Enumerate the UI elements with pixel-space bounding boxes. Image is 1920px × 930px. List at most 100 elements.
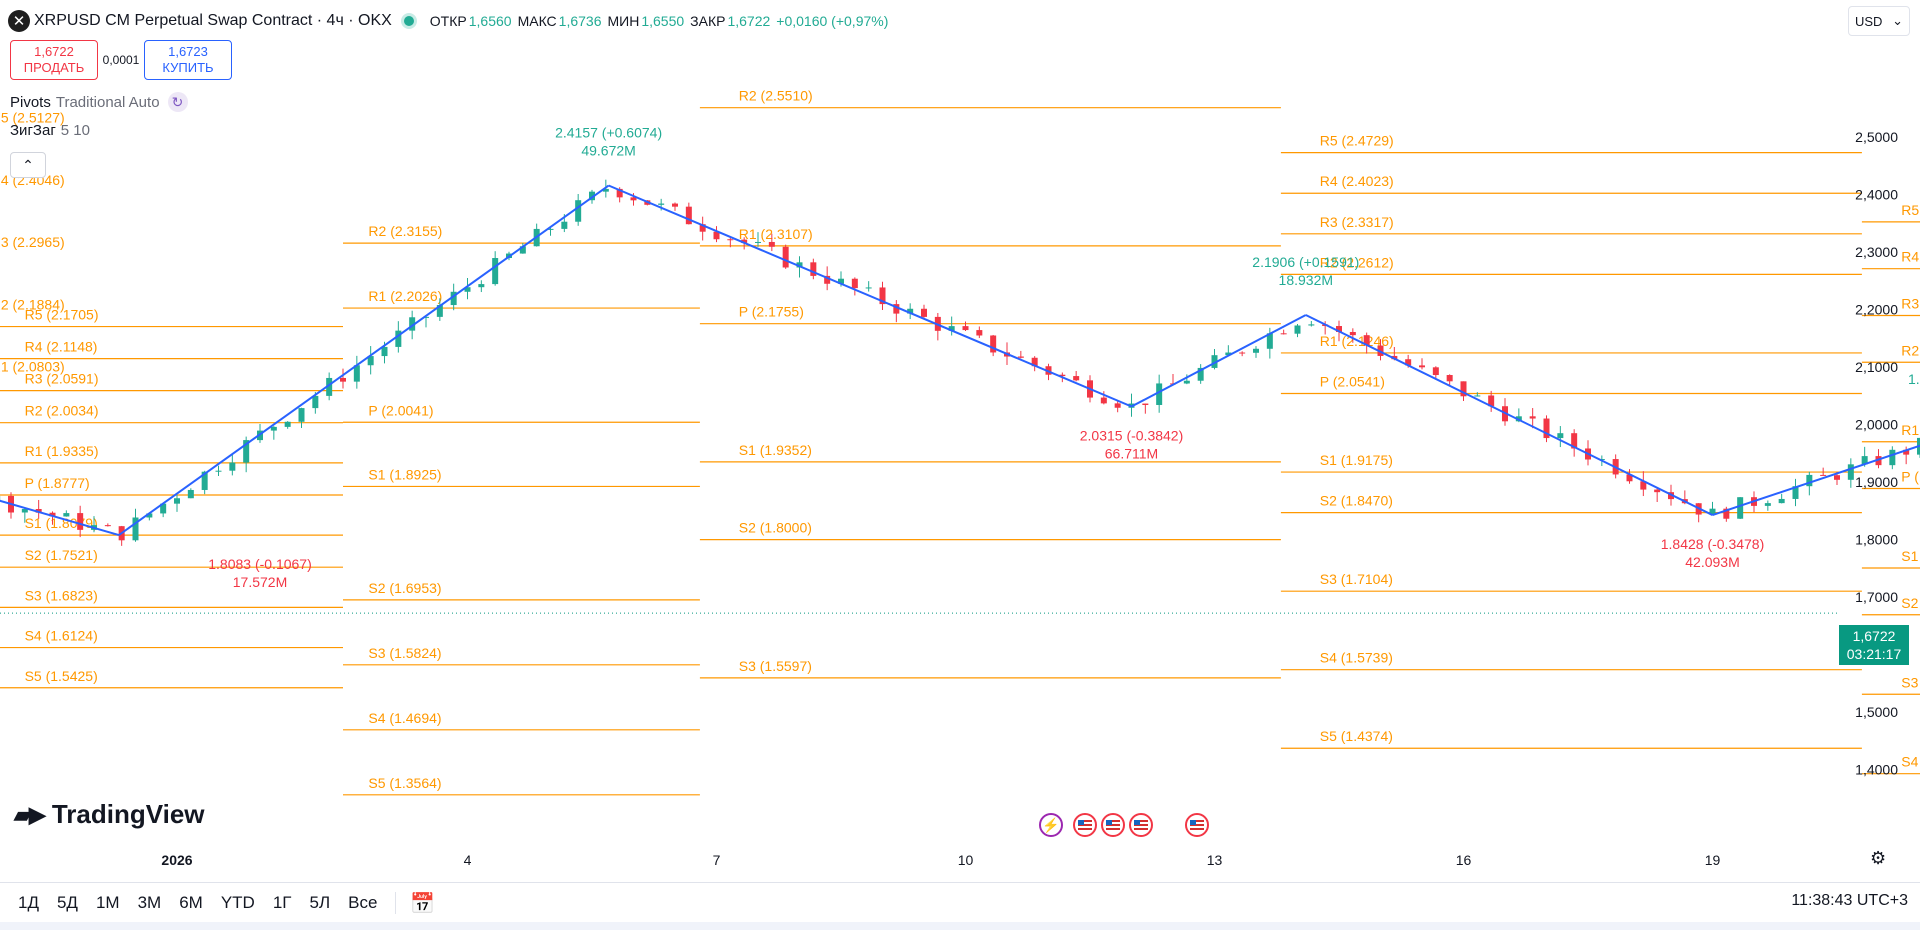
pivot-label: R5 (2.1705)	[25, 307, 99, 323]
pivot-label: R3 (2.0591)	[25, 371, 99, 387]
us-flag-event-icon[interactable]	[1185, 813, 1209, 837]
timeframe-ytd[interactable]: YTD	[220, 893, 255, 912]
pivot-label: R5 (2.4729)	[1320, 133, 1394, 149]
trade-panel: 1,6722 ПРОДАТЬ 0,0001 1,6723 КУПИТЬ	[10, 40, 232, 80]
timeframe-1d[interactable]: 1Д	[18, 893, 39, 912]
timeframe-5d[interactable]: 5Д	[56, 893, 78, 912]
pivot-label: P (2.0541)	[1320, 374, 1385, 390]
pivot-label: R5 (2.5127)	[0, 110, 65, 126]
timeframe-5y[interactable]: 5Л	[309, 893, 331, 912]
pivot-label: R2 (2.1084)	[1901, 342, 1920, 358]
gear-icon[interactable]: ⚙	[1870, 848, 1887, 868]
timeframe-1m[interactable]: 1М	[95, 893, 120, 912]
candle-body	[1903, 449, 1910, 455]
pivot-label: P (1.8889)	[1901, 469, 1920, 485]
candle-body	[658, 203, 665, 205]
candle-body	[824, 275, 831, 284]
spread-value: 0,0001	[102, 53, 140, 67]
candle-body	[1792, 486, 1799, 499]
x-close-icon[interactable]: ✕	[8, 10, 30, 32]
y-tick-label: 2,2000	[1855, 302, 1898, 318]
pivot-label: S3 (1.6823)	[25, 587, 98, 603]
pivot-label: S2 (1.8470)	[1320, 493, 1393, 509]
zigzag-segment	[608, 184, 1132, 408]
candle-body	[1280, 333, 1287, 335]
indicator-zigzag[interactable]: ЗигЗаг 5 10	[10, 122, 90, 139]
tradingview-logo[interactable]: ▰▶ TradingView	[14, 799, 205, 830]
price-chart[interactable]: R5 (2.5127)R4 (2.4046)R3 (2.2965)R2 (2.1…	[0, 0, 1920, 880]
candle-body	[699, 224, 706, 232]
candle-body	[727, 239, 734, 241]
candle-body	[1114, 403, 1121, 408]
buy-button[interactable]: 1,6723 КУПИТЬ	[144, 40, 232, 80]
candle-body	[35, 508, 42, 513]
zigzag-segment	[0, 499, 120, 537]
zigzag-label-price: 1.8428 (-0.3478)	[1661, 536, 1765, 552]
y-tick-label: 1,5000	[1855, 704, 1898, 720]
candle-body	[1197, 367, 1204, 381]
indicator-pivots[interactable]: Pivots Traditional Auto ↻	[10, 92, 188, 112]
currency-select[interactable]: USD ⌄	[1848, 6, 1910, 36]
toolbar-divider	[395, 892, 397, 914]
zigzag-label-price: 1.8083 (-0.1067)	[208, 556, 312, 572]
timeframe-3m[interactable]: 3М	[137, 893, 162, 912]
candle-body	[1889, 449, 1896, 466]
open-value: 1,6560	[468, 13, 512, 29]
us-flag-event-icon[interactable]	[1101, 813, 1125, 837]
zigzag-label-price: 1.9875 (+0.1447)	[1908, 371, 1920, 387]
candle-body	[270, 426, 277, 431]
timeframe-1y[interactable]: 1Г	[272, 893, 292, 912]
tv-mark-icon: ▰▶	[14, 801, 46, 827]
pivot-label: R4 (2.4023)	[1320, 173, 1394, 189]
symbol-title[interactable]: XRPUSD CM Perpetual Swap Contract · 4ч ·…	[34, 12, 392, 29]
candle-body	[1640, 481, 1647, 490]
zigzag-label-volume: 66.711M	[1105, 446, 1158, 462]
pivot-label: R3 (2.1897)	[1901, 296, 1920, 312]
timeframe-all[interactable]: Все	[348, 893, 378, 912]
candle-body	[298, 408, 305, 422]
candle-body	[1861, 456, 1868, 465]
candle-body	[1654, 489, 1661, 493]
change-value: +0,0160 (+0,97%)	[776, 13, 889, 29]
sell-button[interactable]: 1,6722 ПРОДАТЬ	[10, 40, 98, 80]
pivot-label: R1 (2.2026)	[368, 288, 442, 304]
pivot-label: R3 (2.3317)	[1320, 214, 1394, 230]
pivot-label: R2 (2.3155)	[368, 223, 442, 239]
candle-body	[1709, 508, 1716, 515]
candle-body	[1557, 433, 1564, 439]
low-label: МИН	[607, 13, 640, 29]
pivot-label: R4 (2.1148)	[25, 339, 98, 355]
x-tick-label: 16	[1456, 852, 1472, 868]
axes: 2,5000 2,4000 2,3000 2,2000 2,1000 2,0000 1,90…	[0, 129, 1898, 868]
candle-body	[1073, 376, 1080, 381]
candle-body	[838, 278, 844, 284]
candle-body	[810, 262, 817, 276]
us-flag-event-icon[interactable]	[1073, 813, 1097, 837]
pivot-label: R5 (2.3525)	[1901, 202, 1920, 218]
candle-body	[921, 308, 927, 317]
collapse-legend-button[interactable]: ⌃	[10, 152, 46, 178]
candle-body	[1529, 416, 1536, 419]
chevron-up-icon: ⌃	[22, 156, 34, 173]
us-flag-event-icon[interactable]	[1129, 813, 1153, 837]
pivot-label: R1 (1.9702)	[1901, 422, 1920, 438]
calendar-icon[interactable]: 📅	[410, 892, 436, 915]
flash-event-icon[interactable]: ⚡	[1039, 813, 1063, 837]
clock-timezone[interactable]: 11:38:43 UTC+3	[1791, 892, 1908, 909]
logo-text: TradingView	[51, 799, 205, 829]
candle-body	[1336, 326, 1342, 333]
candle-body	[782, 246, 789, 268]
timeframe-6m[interactable]: 6М	[179, 893, 203, 912]
candle-body	[63, 513, 70, 517]
bottom-strip	[0, 922, 1920, 930]
last-price-value: 1,6722	[1852, 628, 1896, 644]
pivot-label: R1 (1.9335)	[25, 443, 99, 459]
zigzag-params: 5 10	[60, 122, 90, 139]
candle-body	[201, 471, 208, 490]
pivot-levels: R5 (2.5127)R4 (2.4046)R3 (2.2965)R2 (2.1…	[0, 88, 1920, 796]
y-tick-label: 1,7000	[1855, 589, 1898, 605]
y-tick-label: 2,1000	[1855, 359, 1898, 375]
y-tick-label: 1,4000	[1855, 762, 1898, 778]
pivot-label: P (2.0041)	[368, 402, 433, 418]
candle-body	[602, 188, 609, 192]
